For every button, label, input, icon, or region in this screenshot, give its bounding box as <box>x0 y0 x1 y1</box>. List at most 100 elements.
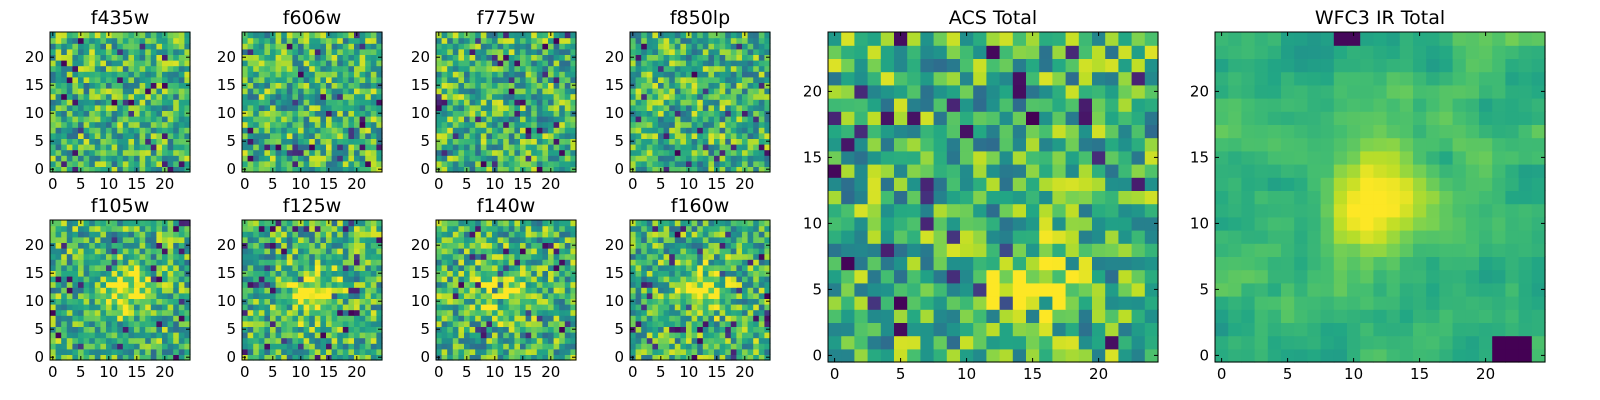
heatmap-cell <box>736 110 743 117</box>
heatmap-cell <box>747 287 754 294</box>
heatmap-cell <box>702 110 709 117</box>
heatmap-cell <box>253 155 260 162</box>
heatmap-cell <box>758 298 765 305</box>
heatmap-cell <box>447 166 454 173</box>
heatmap-cell <box>370 166 377 173</box>
heatmap-cell <box>66 93 73 100</box>
heatmap-cell <box>242 253 249 260</box>
heatmap-cell <box>292 110 299 117</box>
heatmap-cell <box>314 320 321 327</box>
y-tick-label: 20 <box>411 236 430 254</box>
heatmap-cell <box>508 93 515 100</box>
heatmap-cell <box>117 264 124 271</box>
heatmap-cell <box>376 160 383 167</box>
heatmap-cell <box>447 242 454 249</box>
heatmap-cell <box>145 99 152 106</box>
heatmap-cell <box>365 337 372 344</box>
heatmap-cell <box>553 32 560 39</box>
heatmap-cell <box>492 104 499 111</box>
heatmap-cell <box>173 304 180 311</box>
heatmap-cell <box>331 309 338 316</box>
heatmap-cell <box>78 259 85 266</box>
heatmap-cell <box>725 166 732 173</box>
heatmap-cell <box>298 236 305 243</box>
heatmap-cell <box>548 253 555 260</box>
heatmap-cell <box>253 37 260 44</box>
heatmap-cell <box>531 343 538 350</box>
heatmap-cell <box>458 54 465 61</box>
heatmap-cell <box>725 54 732 61</box>
heatmap-cell <box>714 276 721 283</box>
heatmap-cell <box>320 242 327 249</box>
heatmap-cell <box>525 315 532 322</box>
heatmap-cell <box>247 99 254 106</box>
heatmap-cell <box>492 144 499 151</box>
heatmap-cell <box>570 264 577 271</box>
heatmap-cell <box>83 54 90 61</box>
heatmap-cell <box>337 65 344 72</box>
heatmap-cell <box>635 354 642 361</box>
heatmap-cell <box>156 287 163 294</box>
heatmap-cell <box>303 82 310 89</box>
heatmap-cell <box>536 54 543 61</box>
heatmap-cell <box>464 54 471 61</box>
heatmap-cell <box>497 155 504 162</box>
heatmap-cell <box>348 149 355 156</box>
heatmap-cell <box>61 76 68 83</box>
heatmap-cell <box>100 60 107 67</box>
heatmap-cell <box>173 281 180 288</box>
heatmap-cell <box>178 343 185 350</box>
heatmap-cell <box>50 116 57 123</box>
heatmap-cell <box>83 309 90 316</box>
heatmap-cell <box>736 99 743 106</box>
heatmap-cell <box>314 60 321 67</box>
heatmap-cell <box>736 127 743 134</box>
heatmap-cell <box>652 149 659 156</box>
heatmap-cell <box>719 304 726 311</box>
heatmap-cell <box>286 166 293 173</box>
heatmap-cell <box>167 48 174 55</box>
heatmap-cell <box>184 37 191 44</box>
heatmap-cell <box>139 32 146 39</box>
heatmap-cell <box>686 71 693 78</box>
heatmap-cell <box>441 65 448 72</box>
heatmap-cell <box>719 292 726 299</box>
heatmap-cell <box>452 343 459 350</box>
heatmap-cell <box>376 276 383 283</box>
heatmap-cell <box>55 225 62 232</box>
heatmap-cell <box>173 60 180 67</box>
heatmap-cell <box>508 326 515 333</box>
heatmap-cell <box>117 71 124 78</box>
heatmap-cell <box>117 332 124 339</box>
heatmap-cell <box>178 104 185 111</box>
heatmap-cell <box>50 88 57 95</box>
heatmap-cell <box>150 298 157 305</box>
heatmap-cell <box>61 155 68 162</box>
heatmap-cell <box>630 121 637 128</box>
heatmap-cell <box>531 48 538 55</box>
heatmap-cell <box>686 326 693 333</box>
heatmap-cell <box>736 71 743 78</box>
heatmap-cell <box>173 71 180 78</box>
heatmap-cell <box>564 253 571 260</box>
heatmap-cell <box>686 304 693 311</box>
heatmap-cell <box>370 160 377 167</box>
heatmap-cell <box>669 48 676 55</box>
heatmap-cell <box>441 166 448 173</box>
heatmap-cell <box>150 43 157 50</box>
heatmap-cell <box>635 348 642 355</box>
heatmap-cell <box>94 348 101 355</box>
heatmap-cell <box>458 160 465 167</box>
heatmap-cell <box>441 253 448 260</box>
heatmap-cell <box>331 144 338 151</box>
heatmap-cell <box>652 315 659 322</box>
heatmap-cell <box>475 276 482 283</box>
heatmap-cell <box>708 332 715 339</box>
heatmap-cell <box>452 160 459 167</box>
heatmap-cell <box>178 71 185 78</box>
heatmap-cell <box>100 155 107 162</box>
heatmap-cell <box>173 132 180 139</box>
y-tick-label: 10 <box>217 104 236 122</box>
heatmap-cell <box>548 259 555 266</box>
heatmap-cell <box>167 309 174 316</box>
